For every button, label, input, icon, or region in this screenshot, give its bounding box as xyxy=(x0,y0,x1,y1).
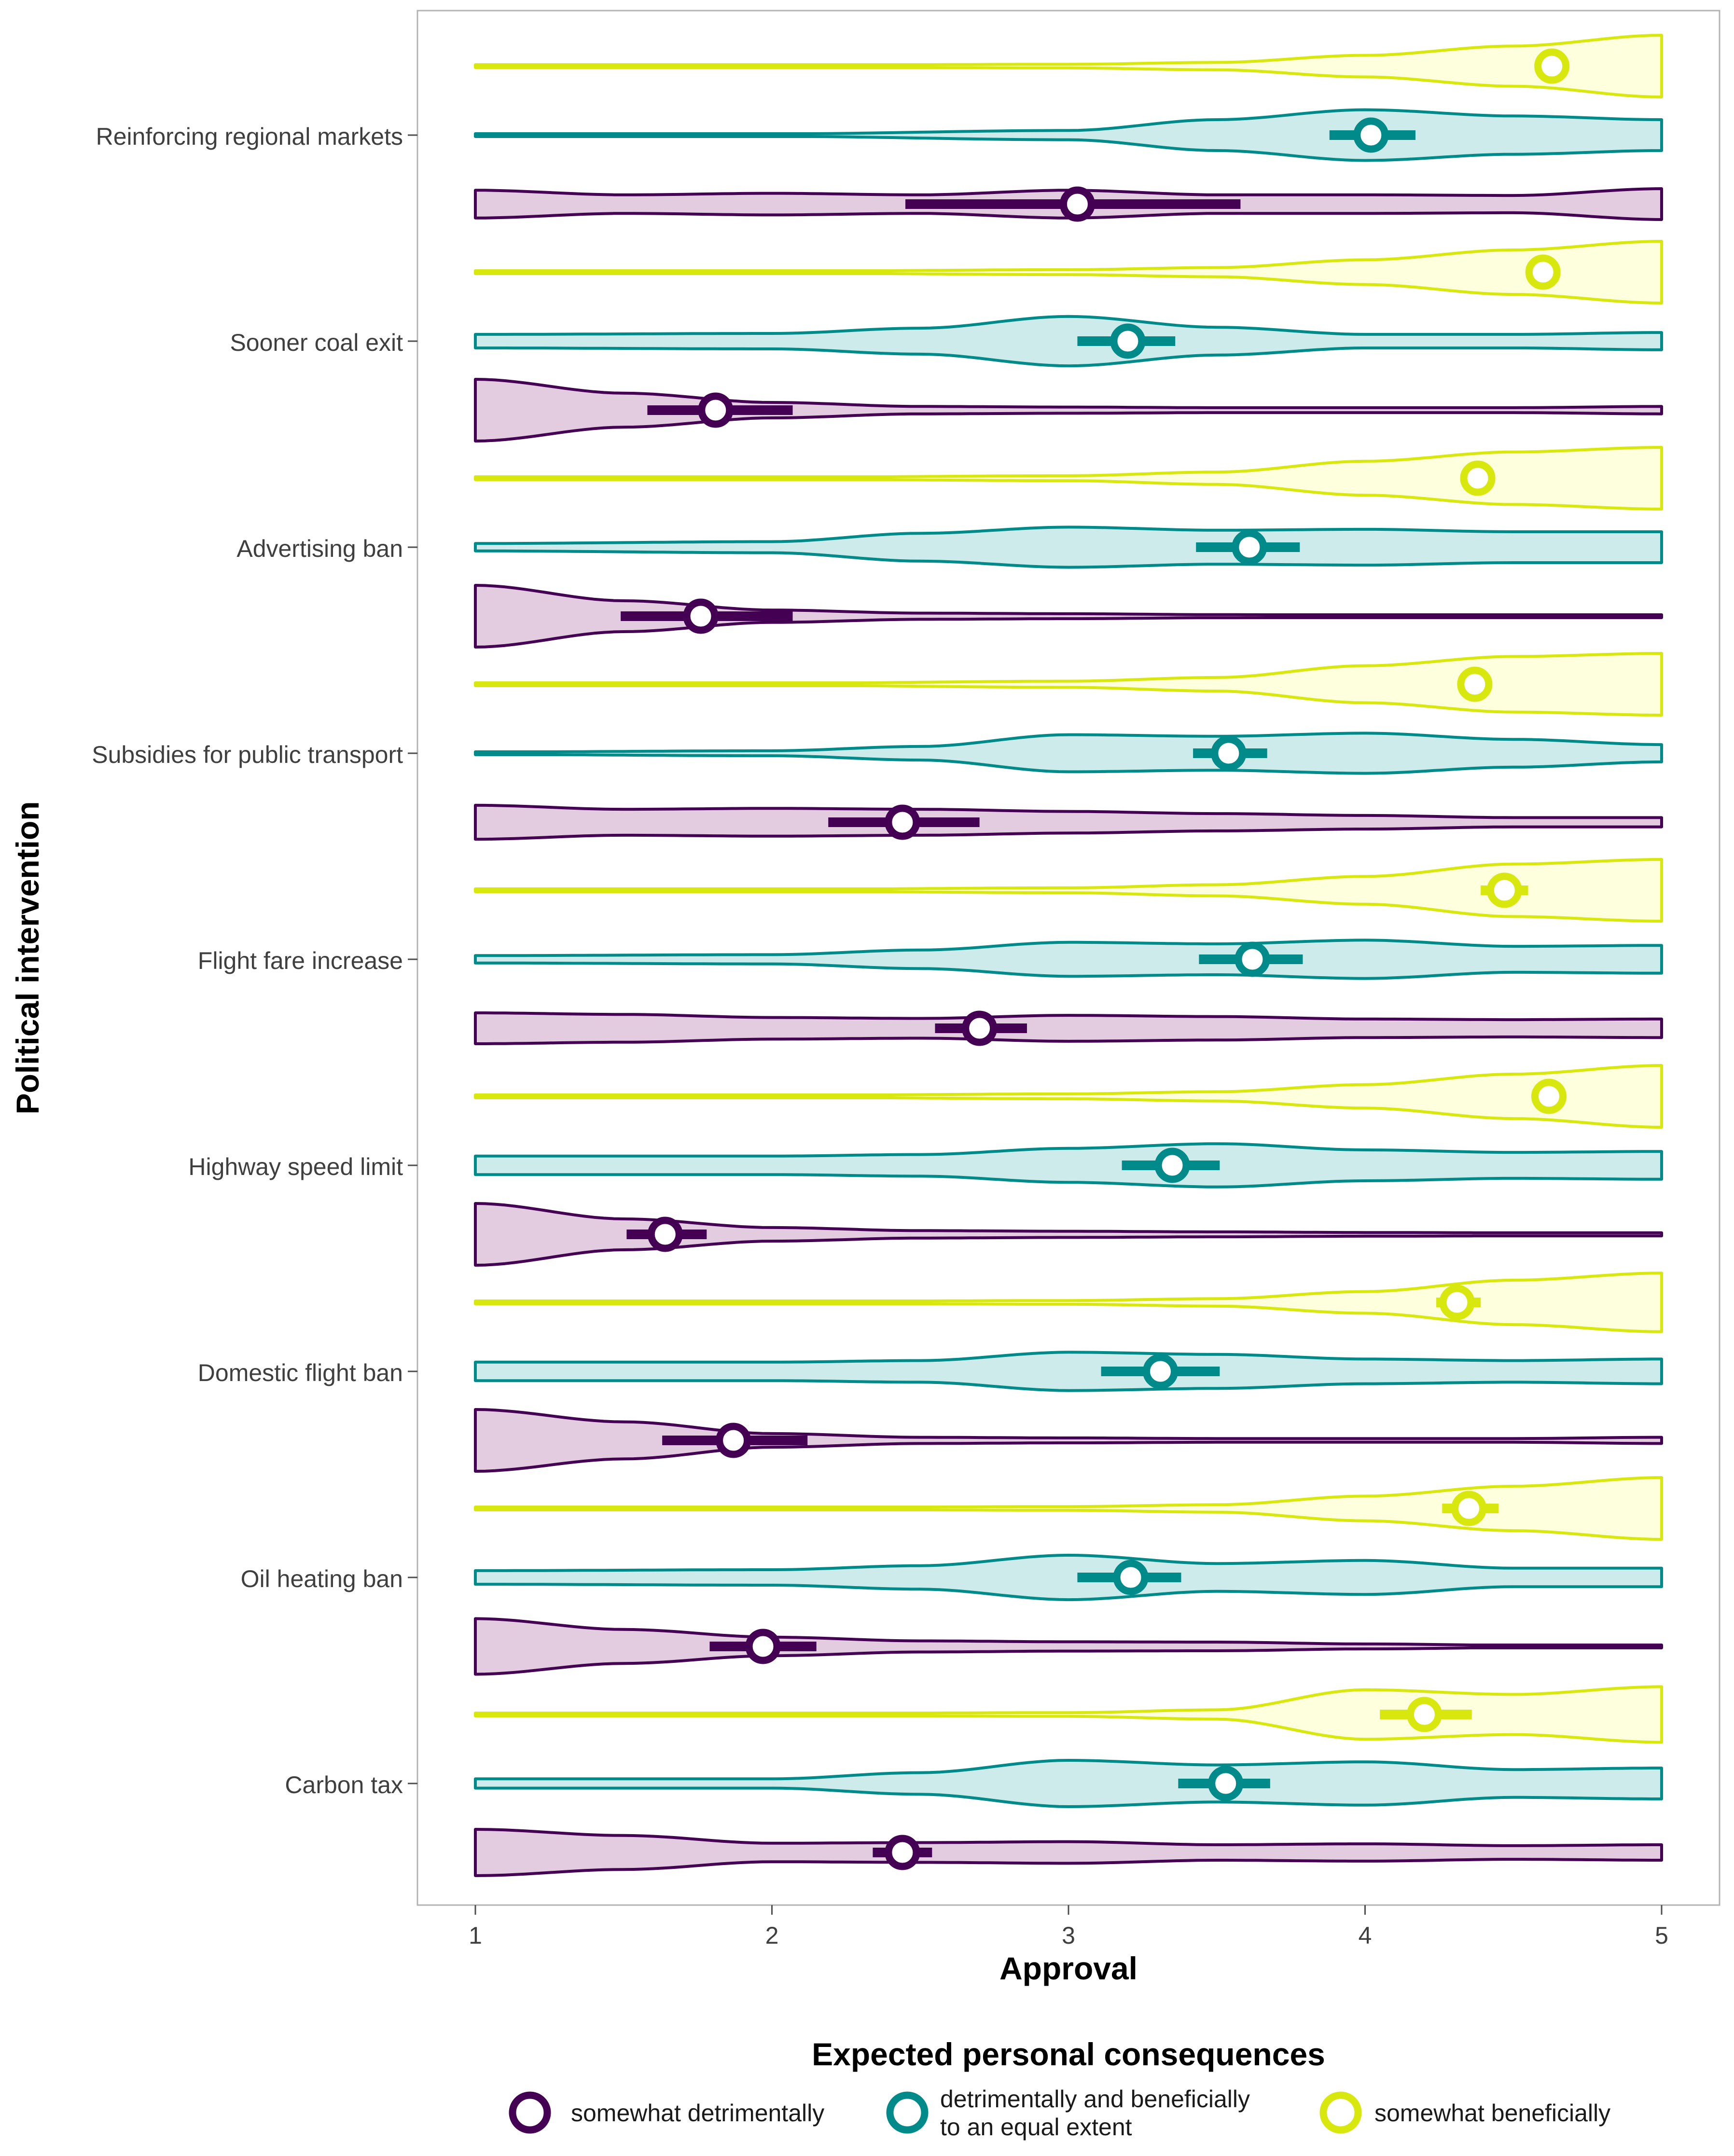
legend-title: Expected personal consequences xyxy=(812,2036,1325,2072)
violin-equal xyxy=(474,315,1663,368)
x-tick-label: 3 xyxy=(1062,1922,1075,1949)
legend-key-circle xyxy=(509,2091,551,2134)
legend-key-circle xyxy=(886,2091,929,2134)
mean-point-detrimental xyxy=(683,598,719,634)
mean-point-equal xyxy=(1113,1560,1149,1595)
mean-point-beneficial xyxy=(1457,666,1493,702)
violin-equal xyxy=(474,1553,1663,1602)
mean-point-equal xyxy=(1208,1766,1244,1801)
mean-point-detrimental xyxy=(698,392,734,428)
mean-point-equal xyxy=(1211,735,1247,771)
y-tick-label: Flight fare increase xyxy=(198,947,403,974)
violin-beneficial xyxy=(474,858,1663,923)
legend-label: to an equal extent xyxy=(940,2114,1132,2141)
mean-point-equal xyxy=(1154,1147,1190,1183)
violin-detrimental xyxy=(474,803,1663,841)
violin-beneficial xyxy=(474,1476,1663,1541)
violin-equal xyxy=(474,1142,1663,1189)
x-tick-label: 2 xyxy=(765,1922,779,1949)
category-group-advertising-ban xyxy=(474,446,1663,649)
legend: somewhat detrimentally detrimentally and … xyxy=(509,2086,1610,2141)
x-axis-ticks: 1 2 3 4 5 xyxy=(469,1905,1668,1949)
violin-equal xyxy=(474,732,1663,775)
y-tick-label: Highway speed limit xyxy=(188,1153,403,1180)
violin-equal xyxy=(474,939,1663,980)
legend-label: somewhat detrimentally xyxy=(571,2100,824,2127)
mean-point-detrimental xyxy=(716,1423,751,1458)
category-group-reinforcing-regional-markets xyxy=(474,34,1663,222)
mean-point-detrimental xyxy=(745,1629,781,1664)
mean-point-equal xyxy=(1232,529,1267,565)
mean-point-beneficial xyxy=(1486,872,1522,908)
violin-detrimental xyxy=(474,1011,1663,1045)
category-group-flight-fare-increase xyxy=(474,858,1663,1046)
legend-entry: somewhat beneficially xyxy=(1319,2091,1610,2134)
mean-point-equal xyxy=(1235,941,1270,977)
mean-point-detrimental xyxy=(962,1010,998,1046)
legend-label: somewhat beneficially xyxy=(1374,2100,1610,2127)
category-group-highway-speed-limit xyxy=(474,1064,1663,1267)
category-group-subsidies-for-public-transport xyxy=(474,652,1663,841)
mean-point-beneficial xyxy=(1460,460,1496,496)
mean-point-beneficial xyxy=(1439,1285,1475,1320)
mean-point-detrimental xyxy=(647,1216,683,1252)
violin-beneficial xyxy=(474,1064,1663,1129)
x-tick-label: 4 xyxy=(1359,1922,1372,1949)
violin-detrimental xyxy=(474,1202,1663,1267)
violin-beneficial xyxy=(474,1271,1663,1333)
legend-key-circle xyxy=(1319,2091,1362,2134)
category-group-oil-heating-ban xyxy=(474,1476,1663,1676)
violin-beneficial xyxy=(474,240,1663,304)
mean-point-beneficial xyxy=(1406,1697,1442,1732)
violin-detrimental xyxy=(474,1828,1663,1877)
y-tick-label: Domestic flight ban xyxy=(198,1359,403,1386)
mean-point-equal xyxy=(1142,1354,1178,1389)
mean-point-equal xyxy=(1110,323,1146,359)
x-tick-label: 5 xyxy=(1655,1922,1668,1949)
x-axis-title: Approval xyxy=(999,1950,1138,1986)
violin-detrimental xyxy=(474,1408,1663,1473)
violin-equal xyxy=(474,1759,1663,1808)
y-tick-label: Advertising ban xyxy=(236,535,403,562)
legend-label: detrimentally and beneficially xyxy=(940,2086,1250,2113)
mean-point-beneficial xyxy=(1531,1078,1567,1114)
y-category-labels: Reinforcing regional markets Sooner coal … xyxy=(92,123,417,1798)
mean-point-beneficial xyxy=(1451,1491,1487,1526)
violin-beneficial xyxy=(474,1685,1663,1744)
mean-point-detrimental xyxy=(885,804,920,840)
x-tick-label: 1 xyxy=(469,1922,482,1949)
violin-equal xyxy=(474,525,1663,569)
y-tick-label: Subsidies for public transport xyxy=(92,741,403,768)
y-tick-label: Sooner coal exit xyxy=(230,329,403,356)
mean-point-detrimental xyxy=(1059,186,1095,222)
mean-point-beneficial xyxy=(1534,48,1570,84)
mean-point-beneficial xyxy=(1525,254,1561,290)
mean-point-equal xyxy=(1353,117,1389,153)
y-tick-label: Reinforcing regional markets xyxy=(96,123,403,150)
legend-entry: somewhat detrimentally xyxy=(509,2091,824,2134)
y-tick-label: Carbon tax xyxy=(285,1771,403,1798)
violin-detrimental xyxy=(474,584,1663,649)
y-axis-title: Political intervention xyxy=(10,801,45,1114)
mean-point-detrimental xyxy=(885,1835,920,1870)
violin-equal xyxy=(474,108,1663,162)
violin-beneficial xyxy=(474,446,1663,511)
violin-beneficial xyxy=(474,34,1663,98)
category-group-carbon-tax xyxy=(474,1685,1663,1877)
violins-layer xyxy=(474,34,1663,1877)
category-group-sooner-coal-exit xyxy=(474,240,1663,442)
violin-beneficial xyxy=(474,652,1663,717)
violin-detrimental xyxy=(474,378,1663,442)
violin-equal xyxy=(474,1351,1663,1392)
violin-detrimental xyxy=(474,1617,1663,1676)
y-tick-label: Oil heating ban xyxy=(241,1565,403,1592)
category-group-domestic-flight-ban xyxy=(474,1271,1663,1473)
